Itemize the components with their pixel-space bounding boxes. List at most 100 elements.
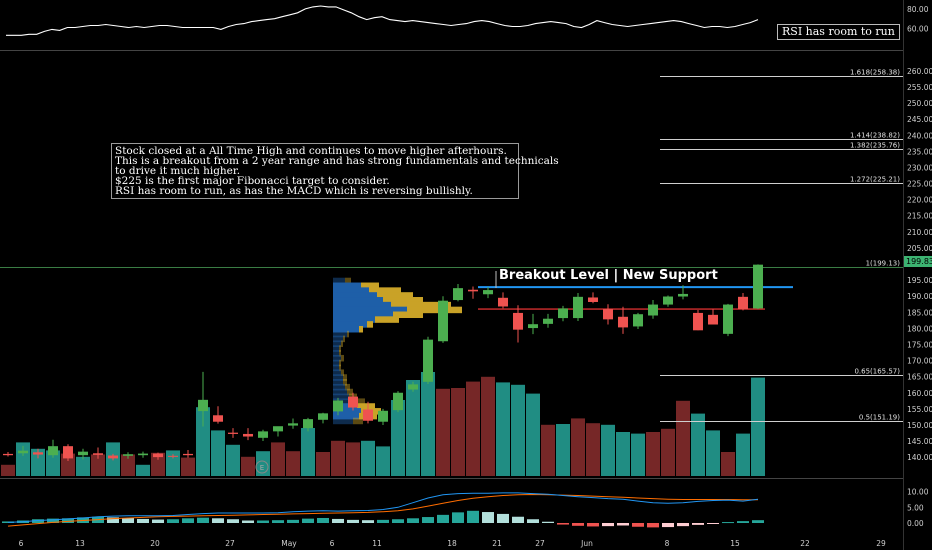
macd-histogram-bar bbox=[302, 518, 314, 523]
volume-profile-bar bbox=[333, 412, 359, 420]
candle-body bbox=[723, 304, 733, 334]
volume-profile-bar bbox=[333, 345, 339, 352]
macd-tick-label: 0.00 bbox=[907, 519, 924, 528]
macd-histogram-bar bbox=[752, 520, 764, 523]
volume-profile-bar bbox=[343, 379, 347, 386]
price-tick-label: 170.00 bbox=[907, 357, 932, 366]
volume-profile-bar bbox=[353, 417, 363, 425]
candle-body bbox=[393, 392, 403, 411]
x-tick-label: 6 bbox=[330, 539, 335, 548]
volume-profile-bar bbox=[333, 287, 369, 294]
candle-body bbox=[528, 324, 538, 329]
volume-bar bbox=[181, 457, 195, 476]
macd-histogram-bar bbox=[467, 510, 479, 523]
price-tick-label: 190.00 bbox=[907, 292, 932, 301]
volume-bar bbox=[466, 381, 480, 476]
volume-profile-bar bbox=[333, 379, 343, 386]
volume-profile-bar bbox=[333, 306, 407, 314]
volume-profile-bar bbox=[333, 393, 349, 401]
volume-bar bbox=[631, 433, 645, 476]
price-tick-label: 180.00 bbox=[907, 324, 932, 333]
macd-tick-label: 10.00 bbox=[907, 488, 929, 497]
volume-bar bbox=[526, 393, 540, 476]
volume-profile-bar bbox=[333, 321, 367, 328]
last-price-tag: 199.83 bbox=[904, 256, 932, 267]
candle-body bbox=[93, 453, 103, 455]
volume-profile-bar bbox=[345, 383, 350, 391]
breakout-label: Breakout Level | New Support bbox=[499, 268, 718, 283]
macd-histogram-bar bbox=[317, 517, 329, 523]
candle-body bbox=[663, 296, 673, 305]
candle-body bbox=[543, 318, 553, 324]
volume-profile-bar bbox=[333, 292, 377, 299]
volume-profile-bar bbox=[347, 330, 349, 338]
note-line: to drive it much higher. bbox=[115, 165, 241, 177]
volume-profile-bar bbox=[339, 359, 341, 367]
volume-profile-bar bbox=[333, 388, 347, 396]
price-tick-label: 220.00 bbox=[907, 196, 932, 205]
volume-bar bbox=[721, 452, 735, 476]
volume-profile-bar bbox=[339, 350, 341, 357]
volume-bar bbox=[61, 453, 75, 476]
volume-profile-bar bbox=[347, 388, 353, 396]
volume-bar bbox=[271, 442, 285, 476]
macd-histogram-bar bbox=[452, 512, 464, 523]
volume-bar bbox=[676, 400, 690, 476]
macd-histogram-bar bbox=[557, 523, 569, 525]
candle-body bbox=[513, 312, 523, 330]
volume-bar bbox=[691, 413, 705, 476]
volume-profile-bar bbox=[333, 369, 341, 376]
fib-level-label: 1.272(225.21) bbox=[850, 176, 900, 184]
candle-body bbox=[633, 314, 643, 327]
macd-histogram-bar bbox=[377, 519, 389, 523]
macd-histogram-bar bbox=[62, 518, 74, 523]
macd-histogram-bar bbox=[437, 514, 449, 523]
x-tick-label: 13 bbox=[75, 539, 85, 548]
x-tick-label: 27 bbox=[535, 539, 545, 548]
macd-histogram-bar bbox=[707, 523, 719, 524]
macd-histogram-bar bbox=[662, 523, 674, 528]
fib-level-label: 0.5(151.19) bbox=[859, 414, 900, 422]
macd-histogram-bar bbox=[182, 518, 194, 523]
macd-tick-label: 5.00 bbox=[907, 503, 924, 512]
candle-body bbox=[3, 453, 13, 456]
volume-profile-bar bbox=[359, 325, 363, 333]
price-tick-label: 235.00 bbox=[907, 147, 932, 156]
volume-bar bbox=[481, 376, 495, 476]
volume-bar bbox=[211, 430, 225, 476]
candle-body bbox=[588, 297, 598, 302]
volume-bar bbox=[661, 428, 675, 476]
note-line: This is a breakout from a 2 year range a… bbox=[115, 155, 559, 167]
candle-body bbox=[738, 296, 748, 310]
volume-bar bbox=[301, 428, 315, 476]
macd-histogram-bar bbox=[602, 523, 614, 527]
volume-bar bbox=[226, 444, 240, 476]
macd-histogram-bar bbox=[332, 518, 344, 523]
volume-profile-bar bbox=[333, 297, 383, 304]
volume-bar bbox=[1, 464, 15, 476]
volume-bar bbox=[331, 440, 345, 476]
candle-body bbox=[213, 415, 223, 422]
candle-body bbox=[753, 264, 763, 309]
volume-profile-bar bbox=[333, 383, 345, 391]
volume-profile-bar bbox=[333, 354, 341, 362]
volume-profile-bar bbox=[391, 301, 451, 309]
volume-profile-bar bbox=[333, 364, 339, 372]
fib-level-label: 1.618(258.38) bbox=[850, 69, 900, 77]
note-line: $225 is the first major Fibonacci target… bbox=[115, 175, 390, 187]
candle-body bbox=[318, 413, 328, 420]
volume-profile-bar bbox=[339, 345, 341, 352]
macd-histogram-bar bbox=[482, 512, 494, 523]
volume-bar bbox=[736, 433, 750, 476]
x-tick-label: 29 bbox=[876, 539, 886, 548]
price-tick-label: 260.00 bbox=[907, 67, 932, 76]
macd-histogram-bar bbox=[212, 518, 224, 523]
volume-profile-bar bbox=[383, 297, 423, 304]
macd-histogram-bar bbox=[392, 519, 404, 523]
volume-bar bbox=[376, 446, 390, 476]
macd-histogram-bar bbox=[572, 523, 584, 526]
macd-histogram-bar bbox=[677, 523, 689, 527]
candle-body bbox=[48, 446, 58, 456]
volume-profile-bar bbox=[341, 354, 344, 362]
